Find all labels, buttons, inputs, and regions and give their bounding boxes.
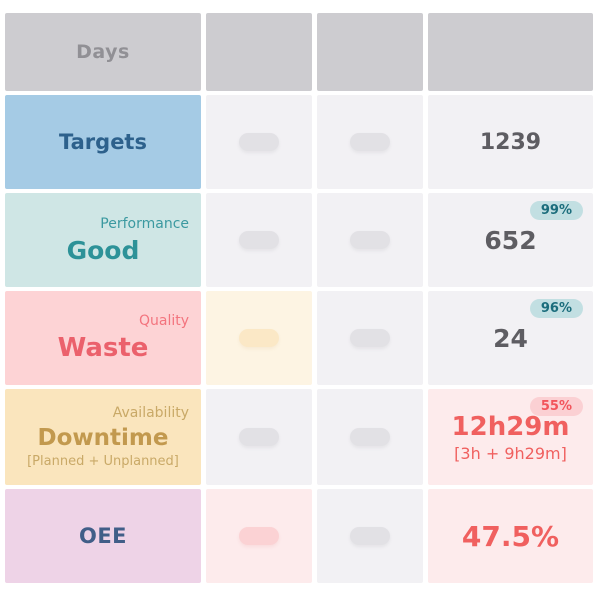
targets-cell-loading-1: [206, 95, 312, 189]
good-cell-loading-2: [317, 193, 423, 287]
targets-label: Targets: [59, 130, 147, 154]
good-label: Good: [66, 235, 140, 265]
good-value: 652: [484, 225, 537, 255]
days-label: Days: [76, 41, 130, 63]
waste-label: Waste: [57, 333, 149, 363]
targets-cell-loading-2: [317, 95, 423, 189]
waste-cell-loading-1: [206, 291, 312, 385]
availability-percent-badge: 55%: [529, 397, 583, 416]
row-header-targets[interactable]: Targets: [5, 95, 201, 189]
oee-value-cell[interactable]: 47.5%: [428, 489, 593, 583]
downtime-value-cell[interactable]: 55% 12h29m [3h + 9h29m]: [428, 389, 593, 485]
column-header-empty-1[interactable]: [206, 13, 312, 91]
waste-value-cell[interactable]: 96% 24: [428, 291, 593, 385]
row-header-downtime[interactable]: Availability Downtime [Planned + Unplann…: [5, 389, 201, 485]
row-header-waste[interactable]: Quality Waste: [5, 291, 201, 385]
skeleton-pill: [350, 329, 390, 347]
availability-category-label: Availability: [112, 405, 189, 421]
downtime-label: Downtime: [37, 425, 169, 451]
targets-value: 1239: [479, 129, 542, 155]
column-header-days[interactable]: Days: [5, 13, 201, 91]
skeleton-pill: [350, 133, 390, 151]
column-header-empty-2[interactable]: [317, 13, 423, 91]
oee-label: OEE: [78, 524, 128, 548]
row-header-good[interactable]: Performance Good: [5, 193, 201, 287]
oee-cell-loading-2: [317, 489, 423, 583]
column-header-empty-3[interactable]: [428, 13, 593, 91]
skeleton-pill: [350, 527, 390, 545]
waste-value: 24: [493, 323, 528, 353]
row-header-oee[interactable]: OEE: [5, 489, 201, 583]
downtime-cell-loading-1: [206, 389, 312, 485]
good-cell-loading-1: [206, 193, 312, 287]
skeleton-pill: [350, 231, 390, 249]
skeleton-pill: [239, 428, 279, 446]
skeleton-pill: [239, 329, 279, 347]
good-value-cell[interactable]: 99% 652: [428, 193, 593, 287]
quality-percent-badge: 96%: [529, 299, 583, 318]
skeleton-pill: [239, 231, 279, 249]
skeleton-pill: [350, 428, 390, 446]
performance-category-label: Performance: [100, 215, 189, 232]
downtime-sublabel: [Planned + Unplanned]: [27, 454, 179, 469]
waste-cell-loading-2: [317, 291, 423, 385]
targets-value-cell[interactable]: 1239: [428, 95, 593, 189]
downtime-value: 12h29m: [451, 411, 570, 442]
skeleton-pill: [239, 133, 279, 151]
quality-category-label: Quality: [138, 313, 189, 329]
skeleton-pill: [239, 527, 279, 545]
downtime-subvalue: [3h + 9h29m]: [454, 443, 567, 463]
performance-percent-badge: 99%: [529, 201, 583, 220]
oee-cell-loading-1: [206, 489, 312, 583]
downtime-cell-loading-2: [317, 389, 423, 485]
oee-value: 47.5%: [461, 519, 560, 553]
